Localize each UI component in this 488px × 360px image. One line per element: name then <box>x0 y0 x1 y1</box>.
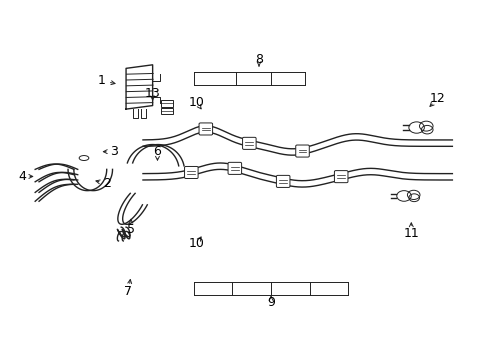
Text: 13: 13 <box>144 87 160 100</box>
Text: 4: 4 <box>18 170 26 183</box>
Text: 3: 3 <box>110 145 118 158</box>
Text: 5: 5 <box>126 223 135 236</box>
FancyBboxPatch shape <box>227 162 241 174</box>
Text: 9: 9 <box>266 296 274 309</box>
Text: 10: 10 <box>188 237 203 250</box>
Text: 10: 10 <box>188 95 203 108</box>
Ellipse shape <box>79 156 89 161</box>
Text: 12: 12 <box>429 92 445 105</box>
Text: 7: 7 <box>124 285 132 298</box>
FancyBboxPatch shape <box>295 145 308 157</box>
Text: 11: 11 <box>403 227 418 240</box>
Text: 8: 8 <box>254 53 263 66</box>
FancyBboxPatch shape <box>276 175 289 188</box>
Bar <box>161 100 173 107</box>
FancyBboxPatch shape <box>184 166 198 179</box>
FancyBboxPatch shape <box>334 171 347 183</box>
Text: 6: 6 <box>153 145 161 158</box>
FancyBboxPatch shape <box>199 123 212 135</box>
Text: 1: 1 <box>98 74 105 87</box>
Text: 2: 2 <box>102 177 110 190</box>
FancyBboxPatch shape <box>242 137 256 149</box>
Bar <box>161 108 173 114</box>
